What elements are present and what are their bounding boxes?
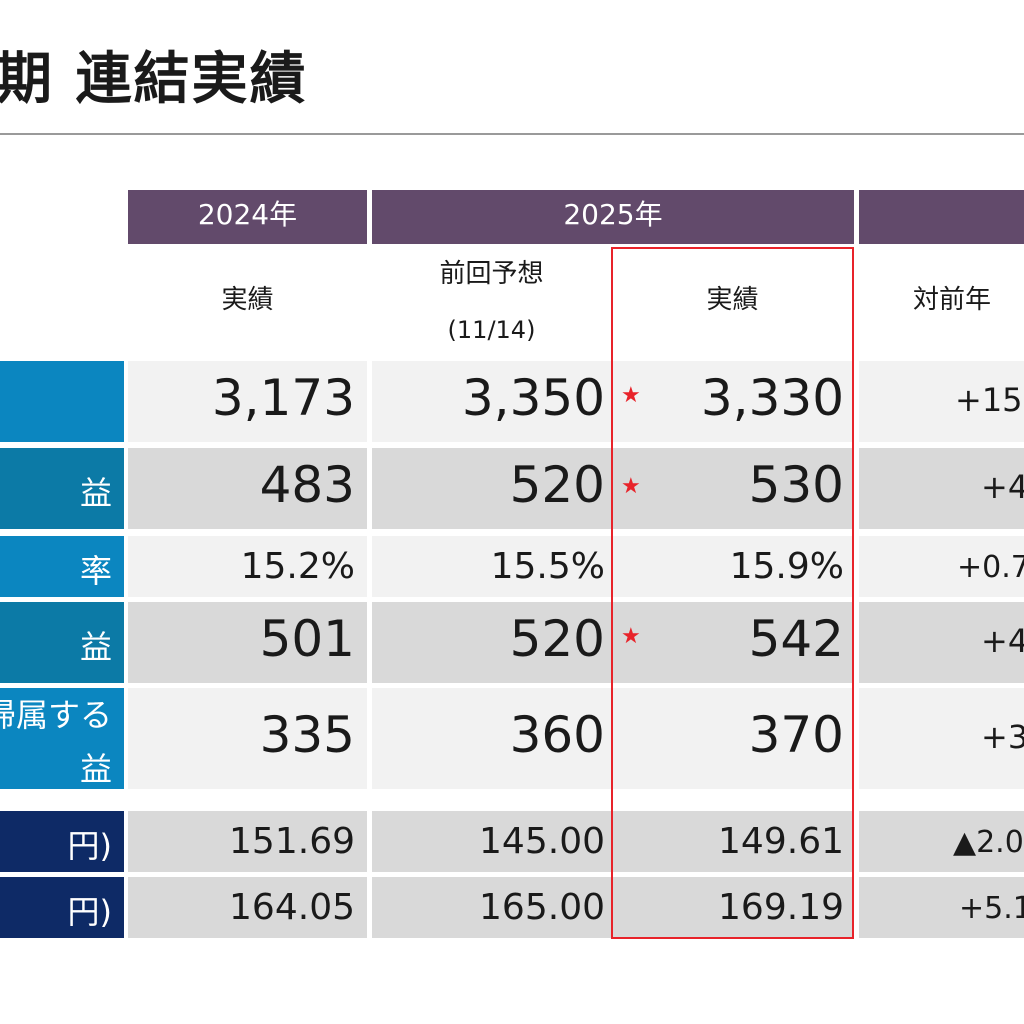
row-label-line2: 益 (79, 750, 112, 788)
cell-forecast: 3,350 (372, 361, 611, 442)
cell-actual: 370 (613, 688, 852, 789)
cell-forecast: 520 (372, 448, 611, 529)
cell-yoy: +15 (859, 361, 1024, 442)
value-actual: 530 (748, 456, 844, 514)
value-2024: 483 (259, 456, 355, 514)
cell-yoy: +3 (859, 688, 1024, 789)
page-title: 期 連結実績 (0, 47, 308, 112)
value-2024: 335 (259, 706, 355, 764)
row-label: 円) (67, 827, 113, 865)
subheader-2024-actual: 実績 (221, 285, 274, 315)
cell-2024: 501 (128, 602, 367, 683)
cell-2024: 483 (128, 448, 367, 529)
value-yoy: +15 (955, 381, 1023, 419)
cell-forecast: 145.00 (372, 811, 611, 872)
year-header-2024: 2024年 (128, 190, 367, 244)
cell-2024: 151.69 (128, 811, 367, 872)
subheader-forecast-date: (11/14) (447, 316, 536, 344)
cell-forecast: 360 (372, 688, 611, 789)
row-label-cell: 帰属する益 (0, 688, 124, 789)
cell-2024: 164.05 (128, 877, 367, 938)
cell-forecast: 15.5% (372, 536, 611, 597)
year-header-next (859, 190, 1024, 244)
value-yoy: +5.1 (959, 891, 1024, 926)
value-actual: 169.19 (718, 887, 844, 928)
cell-yoy: +4 (859, 448, 1024, 529)
cell-yoy: +5.1 (859, 877, 1024, 938)
value-2024: 501 (259, 610, 355, 668)
value-forecast: 360 (509, 706, 605, 764)
star-icon: ★ (621, 624, 641, 649)
title-divider (0, 133, 1024, 135)
cell-2024: 15.2% (128, 536, 367, 597)
value-forecast: 520 (509, 456, 605, 514)
cell-actual: ★ 530 (613, 448, 852, 529)
row-label-cell (0, 361, 124, 442)
cell-actual: ★ 542 (613, 602, 852, 683)
cell-actual: 15.9% (613, 536, 852, 597)
cell-forecast: 165.00 (372, 877, 611, 938)
value-2024: 164.05 (229, 887, 355, 928)
subheader-2025-actual: 実績 (706, 285, 759, 315)
cell-forecast: 520 (372, 602, 611, 683)
star-icon: ★ (621, 383, 641, 408)
year-header-2025: 2025年 (372, 190, 854, 244)
row-label: 率 (79, 552, 112, 590)
row-label-cell: 円) (0, 877, 124, 938)
cell-actual: 169.19 (613, 877, 852, 938)
value-forecast: 15.5% (490, 546, 605, 587)
value-2024: 15.2% (240, 546, 355, 587)
cell-actual: ★ 3,330 (613, 361, 852, 442)
value-yoy: +3 (981, 718, 1024, 756)
value-actual: 370 (748, 706, 844, 764)
cell-2024: 3,173 (128, 361, 367, 442)
cell-actual: 149.61 (613, 811, 852, 872)
value-yoy: ▲2.0 (953, 825, 1024, 860)
value-2024: 151.69 (229, 821, 355, 862)
row-label-cell: 円) (0, 811, 124, 872)
row-label-cell: 益 (0, 448, 124, 529)
cell-2024: 335 (128, 688, 367, 789)
value-actual: 542 (748, 610, 844, 668)
row-label: 円) (67, 893, 113, 931)
cell-yoy: +4 (859, 602, 1024, 683)
row-label: 益 (79, 474, 112, 512)
row-label-cell: 益 (0, 602, 124, 683)
cell-yoy: ▲2.0 (859, 811, 1024, 872)
star-icon: ★ (621, 474, 641, 499)
value-forecast: 165.00 (479, 887, 605, 928)
value-2024: 3,173 (211, 369, 355, 427)
subheader-yoy: 対前年 (913, 285, 992, 315)
value-yoy: +0.7 (957, 550, 1024, 585)
value-actual: 15.9% (729, 546, 844, 587)
value-actual: 149.61 (718, 821, 844, 862)
value-yoy: +4 (981, 622, 1024, 660)
cell-yoy: +0.7 (859, 536, 1024, 597)
value-forecast: 520 (509, 610, 605, 668)
value-forecast: 3,350 (461, 369, 605, 427)
row-label-cell: 率 (0, 536, 124, 597)
subheader-forecast: 前回予想 (439, 259, 544, 289)
value-forecast: 145.00 (479, 821, 605, 862)
value-yoy: +4 (981, 468, 1024, 506)
row-label: 益 (79, 628, 112, 666)
value-actual: 3,330 (700, 369, 844, 427)
row-label-line1: 帰属する (0, 696, 112, 734)
